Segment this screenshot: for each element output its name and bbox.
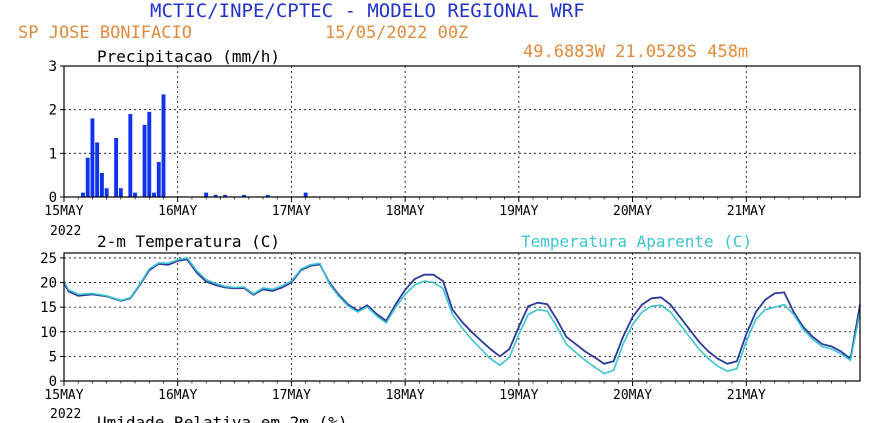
- temp-plot-frame: [63, 252, 861, 382]
- precip-bar: [152, 192, 156, 197]
- temp-year-label: 2022: [50, 407, 81, 422]
- header-location: 49.6883W 21.0528S 458m: [523, 42, 748, 62]
- precip-title: Precipitacao (mm/h): [97, 47, 280, 66]
- precip-bar: [142, 124, 147, 197]
- precip-x-tick-label: 20MAY: [613, 204, 652, 219]
- temp-y-tick-label: 20: [40, 276, 57, 292]
- precip-x-tick-label: 17MAY: [272, 204, 311, 219]
- temp-x-tick-label: 21MAY: [727, 388, 766, 403]
- precip-bar: [118, 188, 123, 197]
- temp-gridlines: [64, 253, 860, 381]
- temp-y-tick-label: 25: [40, 251, 57, 267]
- header-title: MCTIC/INPE/CPTEC - MODELO REGIONAL WRF: [150, 0, 585, 22]
- temp-x-axis: 15MAY 16MAY 17MAY 18MAY 19MAY 20MAY 21MAY: [44, 381, 847, 403]
- apparent-temp-legend: Temperatura Aparente (C): [521, 232, 752, 251]
- temp-x-tick-label: 20MAY: [613, 388, 652, 403]
- temp-y-tick-label: 10: [40, 325, 57, 341]
- precip-y-axis: 0 1 2 3: [49, 59, 64, 206]
- precip-bar: [303, 192, 308, 197]
- precip-bar: [213, 194, 218, 197]
- temp-y-tick-label: 0: [49, 374, 57, 390]
- precip-x-tick-label: 21MAY: [727, 204, 766, 219]
- precip-plot-frame: [63, 65, 861, 198]
- precip-y-tick-label: 0: [49, 190, 57, 206]
- temp-x-tick-label: 15MAY: [44, 388, 83, 403]
- apparent-temperature-line: [63, 257, 861, 375]
- precip-bar: [147, 111, 152, 197]
- precip-bar: [128, 114, 133, 197]
- temp-x-tick-label: 18MAY: [386, 388, 425, 403]
- temp-x-tick-label: 17MAY: [272, 388, 311, 403]
- temp-y-axis: 0 5 10 15 20 25: [40, 251, 64, 390]
- precip-bar: [99, 172, 104, 197]
- precip-bar: [223, 194, 228, 197]
- precip-bar: [104, 188, 109, 197]
- temperature-line: [63, 258, 861, 365]
- temp-title: 2-m Temperatura (C): [97, 232, 280, 251]
- precip-bar: [242, 194, 246, 197]
- precip-bar: [85, 157, 90, 197]
- humidity-title: Umidade Relativa em 2m (%): [97, 413, 347, 423]
- temp-x-tick-label: 19MAY: [499, 388, 538, 403]
- precip-bar: [114, 138, 119, 197]
- temp-y-tick-label: 5: [49, 349, 57, 365]
- precip-x-tick-label: 18MAY: [386, 204, 425, 219]
- precip-y-tick-label: 3: [49, 59, 57, 75]
- precip-gridlines: [64, 66, 860, 197]
- precip-bar: [161, 94, 166, 197]
- precip-y-tick-label: 1: [49, 146, 57, 162]
- precip-x-tick-label: 15MAY: [44, 204, 83, 219]
- precip-bar: [156, 162, 161, 197]
- temp-x-tick-label: 16MAY: [158, 388, 197, 403]
- precip-bar: [90, 118, 95, 197]
- header-run: 15/05/2022 00Z: [325, 23, 468, 43]
- precip-bar: [133, 192, 138, 197]
- precip-bar: [81, 192, 85, 197]
- precip-x-tick-label: 19MAY: [499, 204, 538, 219]
- precip-bar: [265, 194, 270, 197]
- precip-bar: [95, 142, 100, 197]
- precip-x-axis: 15MAY 16MAY 17MAY 18MAY 19MAY 20MAY 21MAY: [44, 197, 847, 219]
- header-station: SP JOSE BONIFACIO: [18, 23, 192, 43]
- precip-x-tick-label: 16MAY: [158, 204, 197, 219]
- precip-bar: [204, 192, 209, 197]
- precip-year-label: 2022: [50, 224, 81, 239]
- precip-y-tick-label: 2: [49, 103, 57, 119]
- precip-bars: [81, 94, 308, 197]
- temp-y-tick-label: 15: [40, 300, 57, 316]
